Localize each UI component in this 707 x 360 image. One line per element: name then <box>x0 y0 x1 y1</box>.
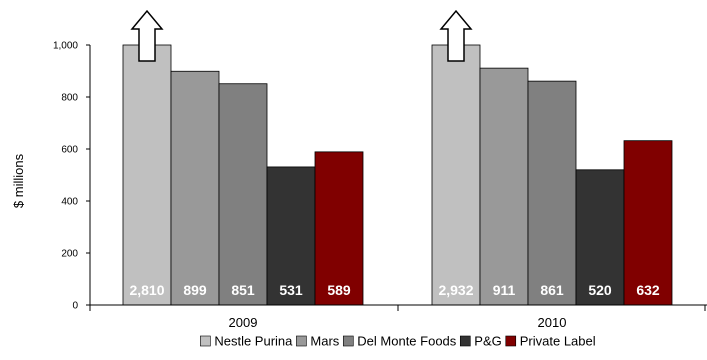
bar-p-g-2010 <box>575 169 625 306</box>
legend: Nestle Purina Mars Del Monte Foods P&G Priva… <box>200 334 596 349</box>
bar-mars-2009 <box>170 70 220 306</box>
y-axis-label: $ millions <box>11 153 26 208</box>
y-tick-label: 1,000 <box>53 41 78 52</box>
legend-swatch <box>342 335 354 347</box>
legend-swatch <box>459 335 471 347</box>
legend-swatch <box>296 335 307 347</box>
data-label: 520 <box>588 282 612 298</box>
legend-item: Del Monte Foods <box>342 334 457 349</box>
category-label: 2010 <box>538 315 567 330</box>
legend-label: Nestle Purina <box>214 334 293 349</box>
up-arrow-icon <box>439 9 473 62</box>
bar-del-monte-foods-2010 <box>527 80 577 306</box>
bar-mars-2010 <box>479 67 529 306</box>
bar-private-label-2009 <box>314 151 364 306</box>
data-label: 632 <box>636 282 660 298</box>
axes <box>89 45 707 311</box>
y-axis-ticks: 0 200 400 600 800 1,000 <box>53 41 90 312</box>
bar-private-label-2010 <box>623 140 673 306</box>
legend-swatch <box>505 335 517 347</box>
bar-nestle-purina-2010 <box>431 44 481 306</box>
data-label: 589 <box>327 282 351 298</box>
legend-label: Private Label <box>520 334 596 349</box>
data-labels: 2,810 899 851 531 589 2,932 911 861 520 632 <box>129 282 659 298</box>
data-label: 2,932 <box>438 282 473 298</box>
data-label: 2,810 <box>129 282 164 298</box>
legend-swatch <box>200 335 211 347</box>
legend-item: Nestle Purina <box>200 334 293 349</box>
y-tick-label: 800 <box>61 93 78 104</box>
data-label: 911 <box>493 282 516 298</box>
y-tick-label: 0 <box>72 301 78 312</box>
legend-label: Mars <box>310 334 339 349</box>
data-label: 531 <box>279 282 303 298</box>
legend-item: P&G <box>459 334 502 349</box>
y-axis-label-group: $ millions <box>11 153 26 208</box>
y-tick-label: 600 <box>61 145 78 156</box>
legend-label: P&G <box>474 334 501 349</box>
bar-p-g-2009 <box>266 166 316 306</box>
category-label: 2009 <box>229 315 258 330</box>
legend-item: Private Label <box>505 334 596 349</box>
legend-item: Mars <box>296 334 340 349</box>
legend-label: Del Monte Foods <box>357 334 456 349</box>
y-tick-label: 200 <box>61 249 78 260</box>
data-label: 861 <box>540 282 564 298</box>
data-label: 851 <box>231 282 255 298</box>
bar-del-monte-foods-2009 <box>218 83 268 306</box>
category-labels: 2009 2010 <box>229 315 567 330</box>
data-label: 899 <box>183 282 207 298</box>
up-arrow-icon <box>130 9 164 62</box>
bars <box>122 9 673 306</box>
bar-nestle-purina-2009 <box>122 44 172 306</box>
y-tick-label: 400 <box>61 197 78 208</box>
